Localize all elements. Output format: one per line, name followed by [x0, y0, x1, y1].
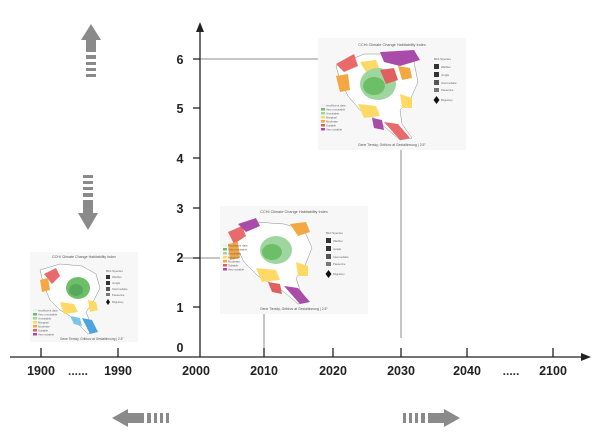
legend-item: Marginal	[38, 320, 49, 324]
legend-item: Suitable	[38, 328, 49, 332]
legend-item: Suitable	[228, 263, 239, 267]
y-tick-labels: 0 1 2 3 4 5 6	[177, 53, 184, 355]
x-tick-label: 2100	[539, 364, 567, 378]
arrow-right-icon	[403, 409, 460, 427]
bird-item: Jungle	[112, 281, 121, 285]
y-tick-label: 5	[177, 102, 184, 116]
arrow-down-icon	[78, 175, 98, 230]
legend-item: Insufficient data	[228, 243, 248, 247]
y-tick-label: 6	[177, 53, 184, 67]
bird-item: Migratory	[112, 300, 124, 304]
x-tick-label: 2030	[387, 364, 415, 378]
map-title: CCHI Climate Change Habitability Index	[260, 210, 328, 214]
map-legend: Insufficient data Very unsuitable Unsuit…	[33, 308, 58, 336]
axes	[10, 22, 591, 361]
map-legend: Insufficient data Very unsuitable Unsuit…	[321, 103, 346, 131]
arrow-left-icon	[112, 409, 169, 427]
map-caption: Gene Tiersky, Gribkov at Gestaltinnung |…	[358, 143, 426, 147]
x-tick-label: 1990	[104, 364, 132, 378]
x-axis-arrow	[581, 353, 591, 361]
legend-item: Moderate	[228, 259, 240, 263]
bird-species-title: Bird Species	[326, 231, 343, 235]
bird-item: Warbler	[112, 275, 122, 279]
map-title: CCHI Climate Change Habitability Index	[358, 43, 426, 47]
bird-item: Warbler	[441, 65, 451, 69]
x-tick-label: 2020	[319, 364, 347, 378]
bird-item: Warbler	[333, 239, 343, 243]
y-tick-label: 3	[177, 202, 184, 216]
x-tick-label: 2040	[453, 364, 481, 378]
map-legend: Insufficient data Very unsuitable Unsuit…	[223, 243, 248, 271]
x-tick-labels: 1900 ...... 1990 2000 2010 2020 2030 204…	[27, 364, 567, 378]
legend-item: Insufficient data	[38, 308, 58, 312]
bird-species-panel: Bird Species Warbler Jungle Intermediate…	[325, 231, 349, 278]
y-tick-label: 0	[177, 341, 184, 355]
legend-item: Marginal	[228, 255, 239, 259]
x-gap-left: ......	[68, 364, 88, 378]
bird-species-title: Bird Species	[434, 57, 451, 61]
bird-item: Passerine	[441, 88, 454, 92]
legend-item: Very unsuitable	[326, 107, 346, 111]
y-tick-marks	[193, 58, 200, 308]
x-tick-label: 2010	[250, 364, 278, 378]
bird-item: Intermediate	[333, 255, 349, 259]
y-tick-label: 1	[177, 301, 184, 315]
map-caption: Gene Tiersky, Gribkov at Gestaltinnung |…	[260, 307, 328, 311]
y-axis-arrow	[196, 22, 204, 32]
legend-item: Marginal	[326, 115, 337, 119]
bird-item: Passerine	[333, 262, 346, 266]
legend-item: Unsuitable	[38, 316, 52, 320]
y-tick-label: 4	[177, 152, 184, 166]
bird-species-title: Bird Species	[106, 269, 123, 273]
habitability-map-2010: CCHI Climate Change Habitability Index I…	[220, 206, 368, 314]
bird-item: Intermediate	[112, 287, 128, 291]
bird-item: Jungle	[333, 247, 342, 251]
legend-item: Unsuitable	[326, 111, 340, 115]
legend-item: Unsuitable	[228, 251, 242, 255]
legend-item: Insufficient data	[326, 103, 346, 107]
map-caption: Gene Tiersky, Gribkov at Gestaltinnung |…	[60, 337, 124, 341]
x-tick-marks	[40, 348, 554, 357]
map-title: CCHI Climate Change Habitability Index	[52, 255, 116, 259]
x-gap-right: .....	[503, 364, 520, 378]
y-tick-label: 2	[177, 251, 184, 265]
bird-item: Intermediate	[441, 81, 457, 85]
habitability-map-1900: CCHI Climate Change Habitability Index I…	[30, 252, 138, 342]
legend-item: Moderate	[326, 119, 338, 123]
bird-species-panel: Bird Species Warbler Jungle Intermediate…	[106, 269, 128, 305]
x-tick-label: 1900	[27, 364, 55, 378]
legend-item: Very suitable	[326, 127, 342, 131]
legend-item: Suitable	[326, 123, 337, 127]
bird-item: Migratory	[441, 98, 453, 102]
bird-species-panel: Bird Species Warbler Jungle Intermediate…	[433, 57, 457, 104]
legend-item: Very suitable	[38, 332, 54, 336]
arrow-up-icon	[81, 24, 101, 77]
bird-item: Migratory	[333, 272, 345, 276]
legend-item: Very suitable	[228, 267, 244, 271]
legend-item: Very unsuitable	[38, 312, 58, 316]
habitability-map-2030: CCHI Climate Change Habitability Index I…	[318, 38, 466, 150]
bird-item: Jungle	[441, 73, 450, 77]
bird-item: Passerine	[112, 293, 125, 297]
x-tick-label: 2000	[182, 364, 210, 378]
legend-item: Very unsuitable	[228, 247, 248, 251]
legend-item: Moderate	[38, 324, 50, 328]
